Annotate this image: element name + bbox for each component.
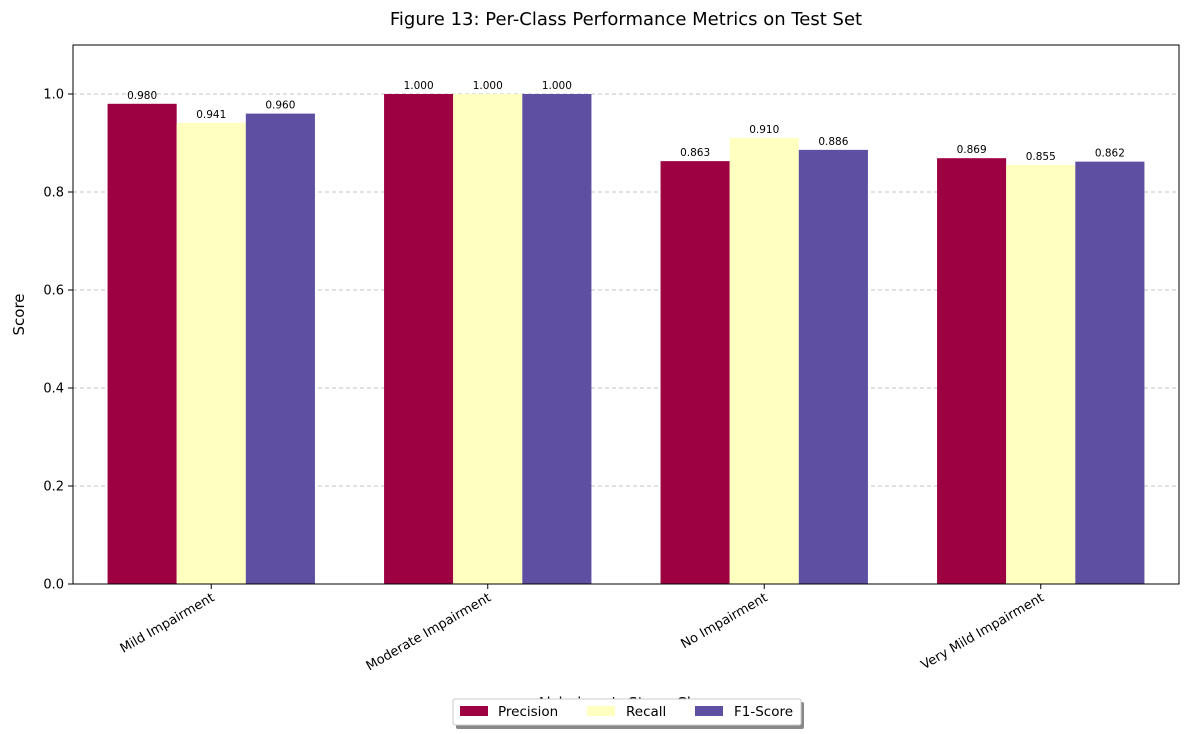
x-tick-label: No Impairment (679, 590, 771, 652)
x-axis-ticks: Mild Impairment Moderate Impairment No Imp… (118, 584, 1047, 674)
y-tick-label: 0.8 (43, 186, 64, 201)
y-axis-ticks: 0.0 0.2 0.4 0.6 0.8 1.0 (43, 88, 73, 593)
bar-precision-3 (937, 158, 1007, 584)
x-tick-label: Moderate Impairment (364, 590, 494, 674)
legend-label: Recall (626, 704, 666, 720)
data-label: 1.000 (404, 80, 434, 92)
bar-precision-1 (384, 94, 454, 584)
y-tick-label: 0.2 (43, 480, 64, 495)
legend-label: F1-Score (734, 704, 793, 720)
x-tick-label: Mild Impairment (118, 590, 218, 656)
bar-precision-2 (660, 161, 730, 584)
data-label: 1.000 (473, 80, 503, 92)
data-label: 0.869 (957, 144, 987, 156)
value-labels: 0.980 1.000 0.863 0.869 0.941 1.000 0.910 0.855… (127, 80, 1125, 163)
bar-precision-0 (107, 103, 177, 585)
bar-f1-score-0 (245, 113, 315, 584)
data-label: 1.000 (542, 80, 572, 92)
bar-f1-score-2 (798, 149, 868, 585)
data-label: 0.980 (127, 90, 157, 102)
legend-label: Precision (498, 704, 558, 720)
legend: Precision Recall F1-Score (452, 698, 804, 729)
legend-swatch (460, 706, 488, 716)
bar-recall-2 (729, 138, 799, 584)
data-label: 0.863 (680, 147, 710, 159)
y-tick-label: 1.0 (43, 88, 64, 103)
data-label: 0.855 (1026, 151, 1056, 163)
legend-items: Precision Recall F1-Score (460, 704, 793, 720)
data-label: 0.960 (265, 100, 295, 112)
bars (107, 94, 1145, 585)
bar-recall-1 (453, 94, 523, 584)
y-tick-label: 0.0 (43, 578, 64, 593)
bar-recall-3 (1006, 165, 1076, 585)
bar-f1-score-1 (522, 94, 592, 584)
bar-recall-0 (176, 122, 246, 584)
data-label: 0.910 (749, 124, 779, 136)
legend-box (452, 698, 802, 726)
plot-frame (72, 44, 1180, 585)
x-tick-label: Very Mild Impairment (919, 590, 1047, 673)
y-tick-label: 0.6 (43, 284, 64, 299)
data-label: 0.886 (818, 136, 848, 148)
y-tick-label: 0.4 (43, 382, 64, 397)
legend-swatch (695, 706, 723, 716)
bar-f1-score-3 (1075, 161, 1145, 584)
data-label: 0.941 (196, 109, 226, 121)
y-axis-label: Score (10, 293, 28, 335)
legend-swatch (587, 706, 615, 716)
data-label: 0.862 (1095, 148, 1125, 160)
chart-title: Figure 13: Per-Class Performance Metrics… (390, 9, 862, 30)
